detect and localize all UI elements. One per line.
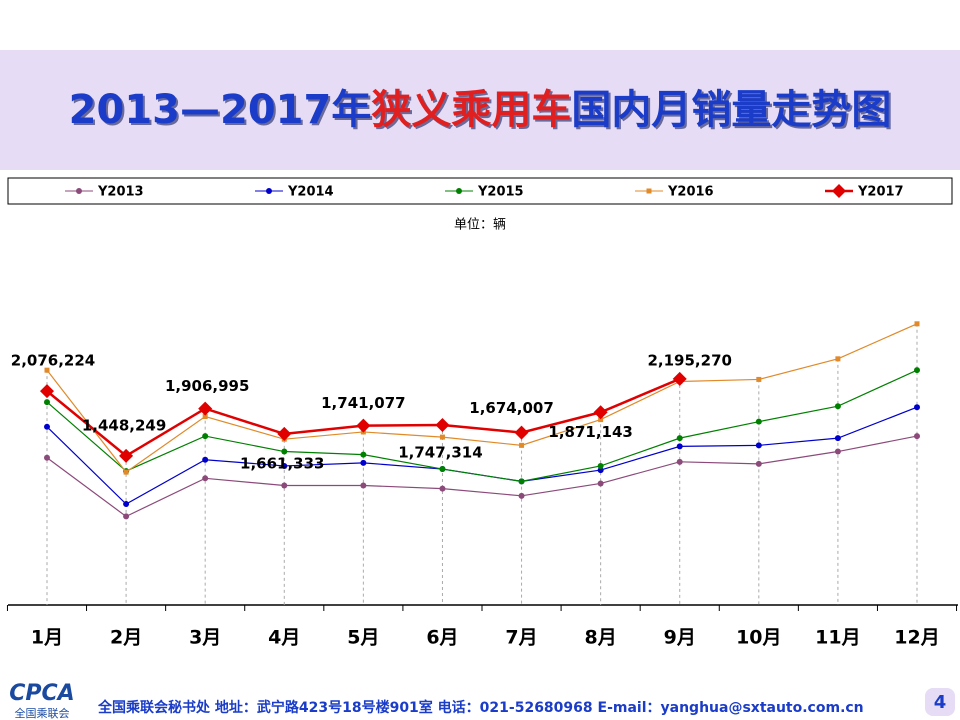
x-tick-label: 9月 [664, 627, 696, 649]
point [44, 367, 50, 373]
point [755, 460, 762, 467]
point [914, 433, 920, 440]
point [123, 513, 130, 520]
x-tick-label: 2月 [110, 627, 142, 649]
legend-label: Y2016 [667, 185, 714, 200]
point [439, 466, 446, 473]
point [834, 403, 841, 410]
point [597, 467, 604, 474]
page-number: 4 [934, 692, 947, 713]
point [360, 451, 367, 458]
x-tick-label: 1月 [31, 627, 63, 649]
point [597, 462, 604, 469]
point [44, 423, 50, 430]
x-tick-label: 10月 [736, 627, 781, 649]
point [202, 433, 209, 440]
point [514, 425, 529, 440]
legend-label: Y2015 [477, 185, 524, 200]
point [834, 435, 841, 442]
title-part: 狭义乘用车 [371, 87, 571, 133]
point [76, 188, 82, 194]
x-tick-label: 12月 [894, 627, 939, 649]
data-label: 1,871,143 [548, 423, 632, 441]
point [598, 417, 604, 423]
chart-title: 2013—2017年狭义乘用车国内月销量走势图 [69, 87, 892, 133]
point [119, 448, 134, 463]
point [755, 418, 762, 425]
point [44, 399, 50, 406]
point [593, 405, 608, 420]
point [518, 478, 525, 485]
point [676, 458, 683, 465]
x-tick-label: 7月 [505, 627, 537, 649]
legend-label: Y2014 [287, 185, 334, 200]
logo-sub: 全国乘联会 [15, 706, 70, 720]
data-label: 2,195,270 [647, 351, 731, 369]
point [123, 469, 129, 475]
point [456, 188, 462, 194]
series-line [46, 369, 918, 483]
title-band [0, 50, 960, 170]
point [281, 448, 288, 455]
point [832, 184, 846, 198]
title-part: 2013—2017年 [69, 87, 372, 133]
logo: CPCA [9, 681, 74, 706]
point [281, 482, 288, 489]
data-label: 2,076,224 [11, 352, 95, 370]
point [356, 418, 371, 433]
point [435, 418, 450, 433]
title-shadow: 2013—2017年狭义乘用车国内月销量走势图 [71, 89, 894, 135]
point [676, 443, 683, 450]
legend-label: Y2017 [857, 185, 904, 200]
point [672, 371, 687, 386]
data-label: 1,674,007 [469, 399, 553, 417]
point [202, 456, 209, 463]
point [360, 482, 367, 489]
point [914, 404, 920, 411]
point [914, 321, 920, 327]
point [202, 475, 209, 482]
point [202, 414, 208, 420]
point [439, 485, 446, 492]
data-label: 1,661,333 [240, 454, 324, 472]
point [518, 492, 525, 499]
point [519, 442, 525, 448]
point [281, 462, 288, 469]
data-label: 1,747,314 [398, 444, 482, 462]
series-line [46, 323, 918, 473]
point [439, 434, 445, 440]
point [123, 501, 130, 508]
point [914, 367, 920, 374]
point [40, 384, 54, 399]
point [198, 401, 213, 416]
point [834, 448, 841, 455]
unit-label: 单位：辆 [454, 218, 506, 233]
legend-label: Y2013 [97, 185, 144, 200]
page-badge [925, 688, 955, 716]
x-tick-label: 4月 [268, 627, 300, 649]
x-tick-label: 3月 [189, 627, 221, 649]
data-label: 1,741,077 [321, 394, 405, 412]
x-tick-label: 5月 [347, 627, 379, 649]
data-label: 1,448,249 [82, 416, 166, 434]
series-line [46, 435, 918, 518]
point [266, 188, 272, 194]
point [755, 442, 762, 449]
title-part: 国内月销量走势图 [571, 87, 891, 133]
point [277, 426, 292, 441]
point [676, 435, 683, 442]
x-tick-label: 6月 [426, 627, 458, 649]
point [360, 459, 367, 466]
point [835, 356, 841, 362]
point [44, 454, 50, 461]
data-label: 1,906,995 [165, 377, 249, 395]
x-tick-label: 8月 [585, 627, 617, 649]
point [646, 188, 652, 194]
point [597, 480, 604, 487]
footer-text: 全国乘联会秘书处 地址：武宁路423号18号楼901室 电话：021-52680… [97, 699, 864, 716]
x-tick-label: 11月 [815, 627, 860, 649]
legend-box [7, 177, 953, 205]
point [756, 376, 762, 382]
